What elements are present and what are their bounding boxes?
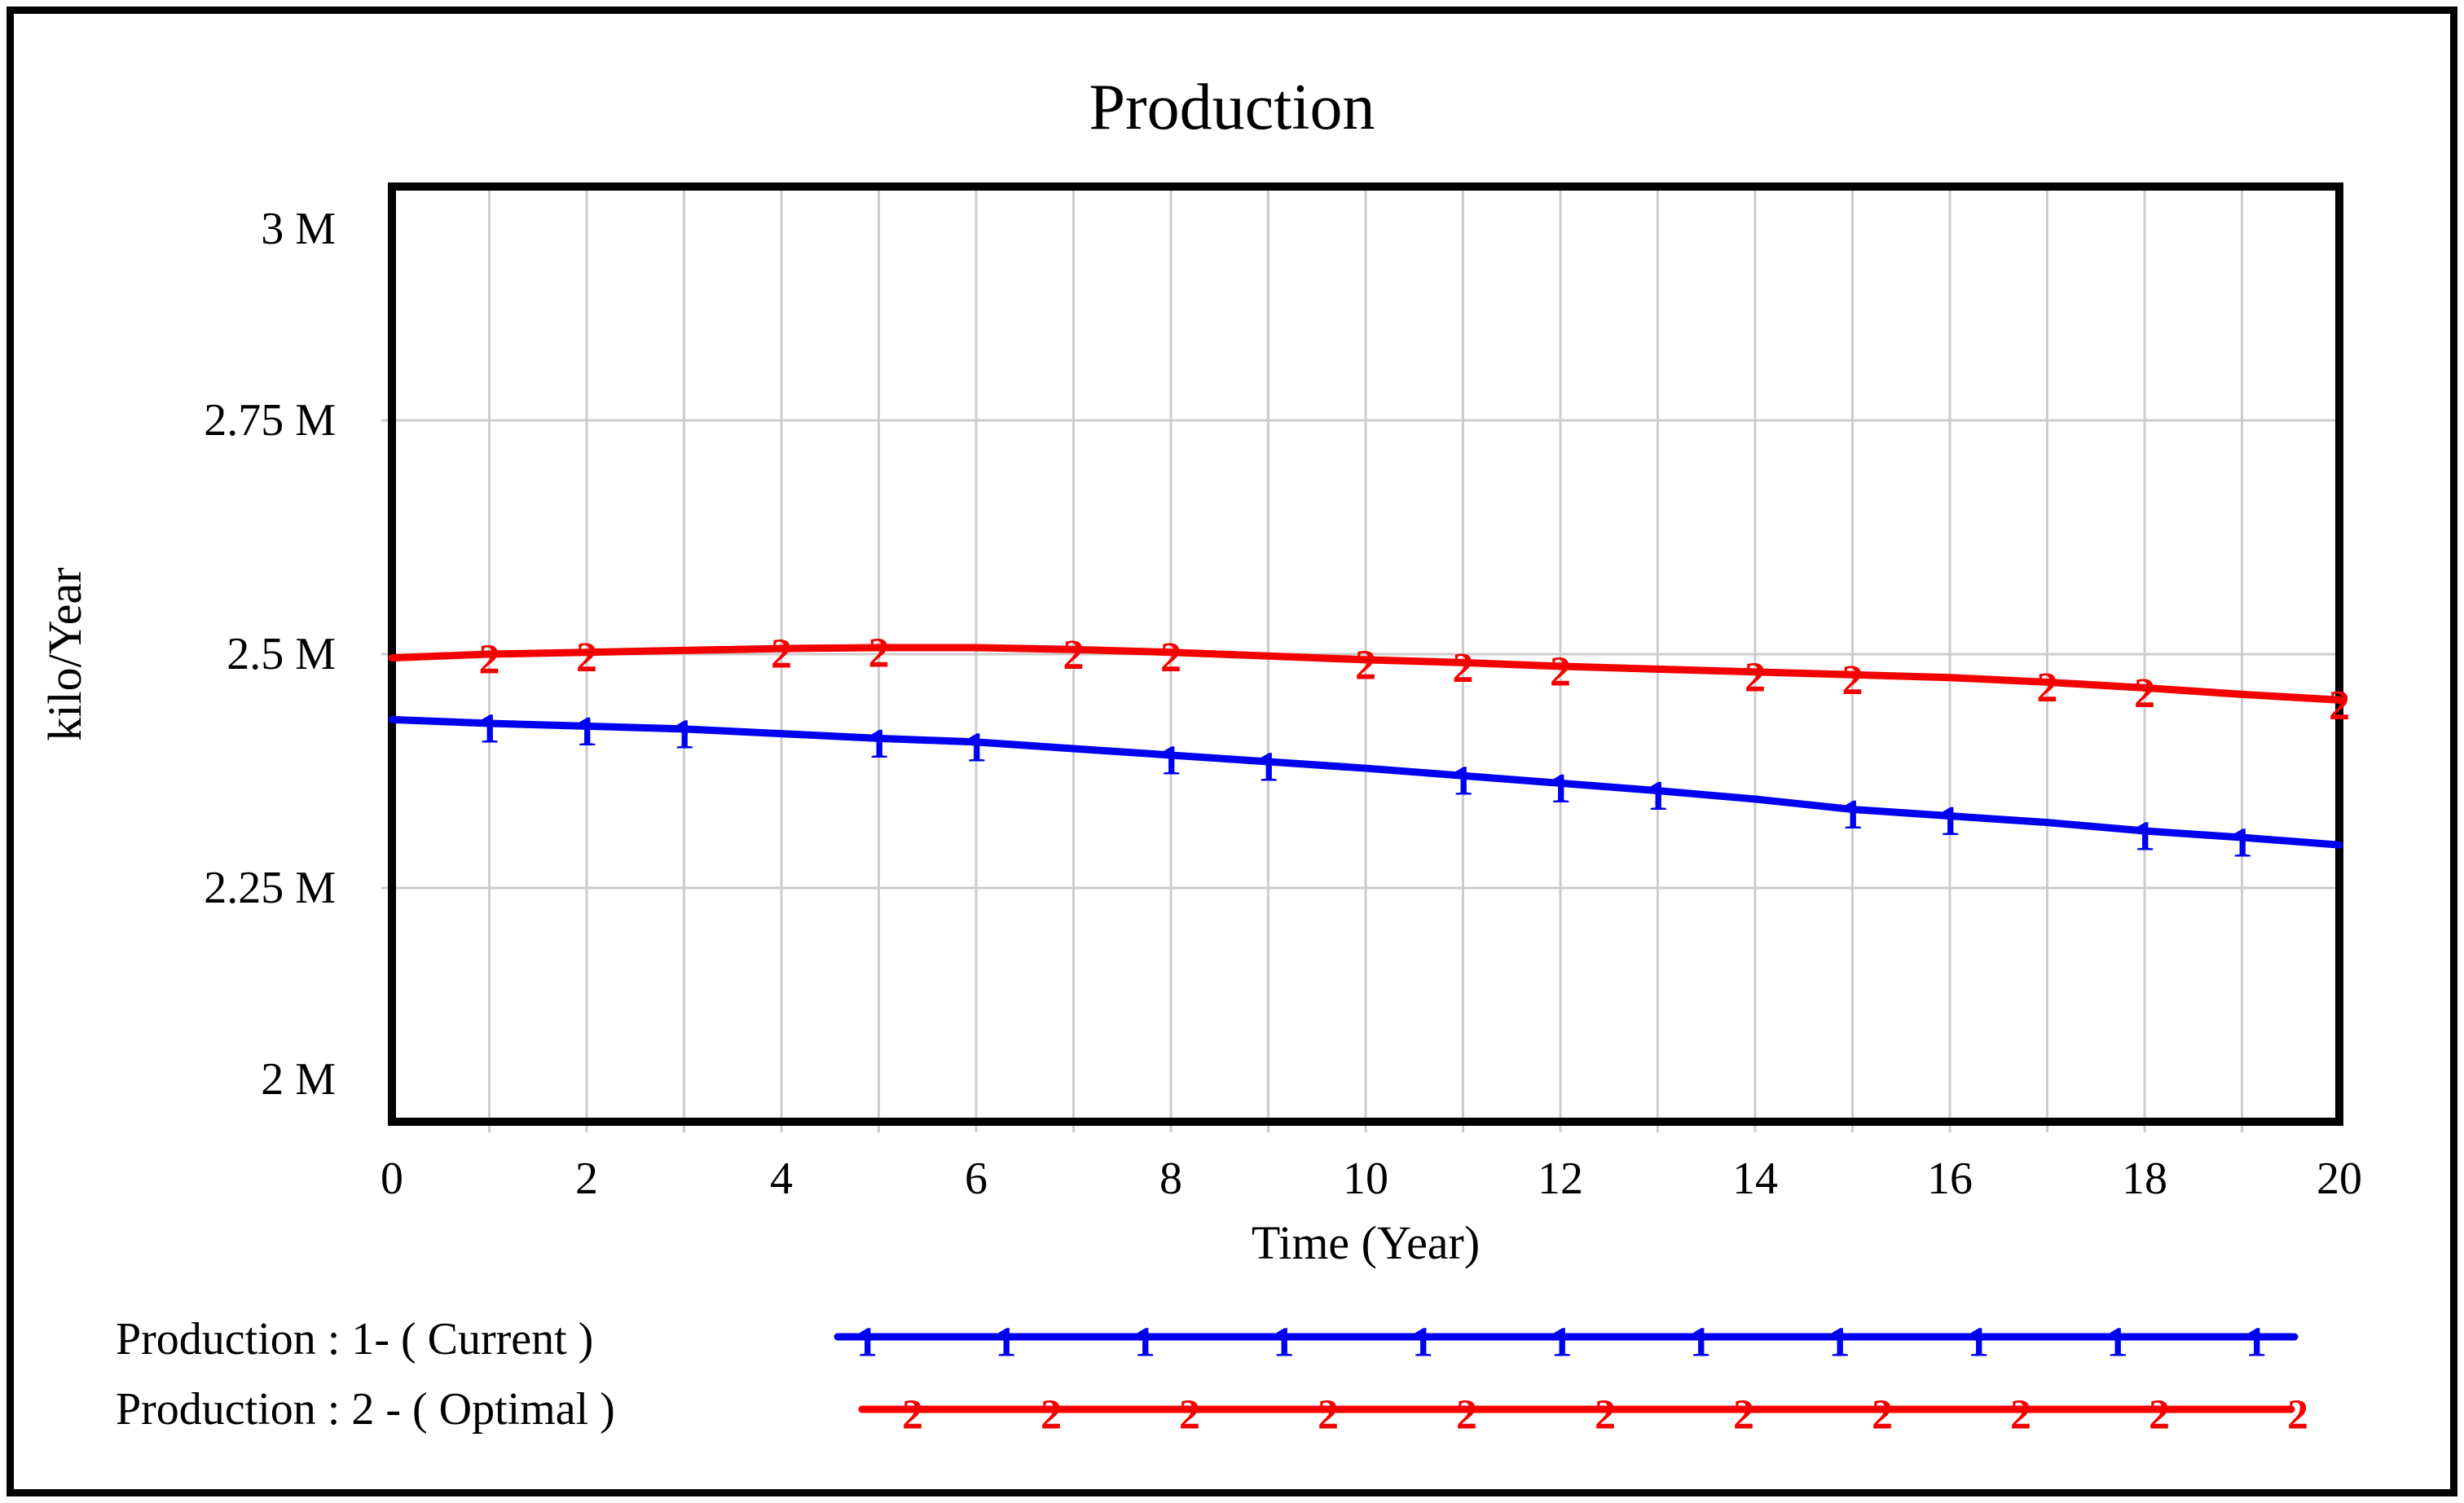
series-marker: 2 bbox=[771, 631, 792, 678]
series-marker: 1 bbox=[479, 705, 500, 752]
series-marker: 2 bbox=[1550, 648, 1571, 695]
series-marker: 2 bbox=[479, 637, 500, 683]
series-marker: 2 bbox=[2329, 683, 2350, 729]
legend-sample-marker: 1 bbox=[1968, 1320, 1989, 1366]
legend-sample-marker: 1 bbox=[1274, 1320, 1295, 1366]
series-marker: 2 bbox=[1745, 654, 1766, 701]
legend-sample-marker: 2 bbox=[1041, 1392, 1062, 1439]
x-tick-label: 0 bbox=[381, 1154, 403, 1204]
series-marker: 1 bbox=[1939, 798, 1960, 845]
legend-sample-marker: 2 bbox=[902, 1392, 923, 1439]
series-marker: 1 bbox=[1453, 758, 1474, 805]
series-marker: 1 bbox=[576, 709, 597, 755]
x-tick-label: 2 bbox=[575, 1154, 598, 1204]
series-marker: 1 bbox=[1160, 737, 1181, 784]
x-tick-label: 4 bbox=[770, 1154, 793, 1204]
series-marker: 1 bbox=[1842, 792, 1863, 838]
legend-sample-marker: 2 bbox=[1318, 1392, 1339, 1439]
series-marker: 1 bbox=[869, 721, 890, 767]
x-tick-label: 14 bbox=[1732, 1154, 1778, 1204]
x-tick-label: 18 bbox=[2122, 1154, 2167, 1204]
plot-frame bbox=[388, 182, 2343, 1126]
series-marker: 2 bbox=[1355, 642, 1376, 688]
legend-sample-marker: 1 bbox=[1412, 1320, 1433, 1366]
x-tick-label: 8 bbox=[1159, 1154, 1182, 1204]
x-tick-label: 12 bbox=[1538, 1154, 1583, 1204]
series-marker: 1 bbox=[1648, 773, 1669, 820]
legend-sample-marker: 1 bbox=[1829, 1320, 1850, 1366]
y-tick-label: 2.25 M bbox=[204, 863, 336, 913]
series-marker: 1 bbox=[966, 724, 987, 771]
legend-sample-marker: 2 bbox=[2287, 1392, 2308, 1439]
legend-label-current: Production : 1- ( Current ) bbox=[116, 1314, 594, 1365]
series-marker: 2 bbox=[1453, 645, 1474, 692]
x-tick-label: 10 bbox=[1343, 1154, 1388, 1204]
series-marker: 1 bbox=[674, 711, 695, 758]
series-marker: 2 bbox=[869, 630, 890, 676]
legend-sample-marker: 1 bbox=[1690, 1320, 1711, 1366]
legend-sample-marker: 1 bbox=[2246, 1320, 2267, 1366]
legend-sample-marker: 2 bbox=[1733, 1392, 1754, 1439]
legend-sample-marker: 1 bbox=[856, 1320, 878, 1366]
legend-sample-marker: 2 bbox=[1179, 1392, 1200, 1439]
series-marker: 2 bbox=[1842, 657, 1863, 704]
legend-label-optimal: Production : 2 - ( Optimal ) bbox=[116, 1384, 615, 1435]
legend-sample-marker: 1 bbox=[1134, 1320, 1155, 1366]
legend-sample-marker: 2 bbox=[1872, 1392, 1893, 1439]
legend-sample-marker: 2 bbox=[2149, 1392, 2170, 1439]
series-marker: 1 bbox=[2232, 820, 2253, 867]
legend-sample-marker: 2 bbox=[1595, 1392, 1616, 1439]
legend-sample-marker: 1 bbox=[2107, 1320, 2128, 1366]
series-marker: 1 bbox=[1550, 766, 1571, 812]
legend-sample-marker: 1 bbox=[996, 1320, 1017, 1366]
series-marker: 2 bbox=[1063, 632, 1085, 679]
legend-sample-marker: 1 bbox=[1551, 1320, 1573, 1366]
chart-title: Production bbox=[1089, 72, 1375, 143]
y-tick-label: 2.75 M bbox=[204, 395, 336, 446]
x-tick-label: 16 bbox=[1927, 1154, 1973, 1204]
y-axis-title: kilo/Year bbox=[38, 567, 91, 741]
series-line-current bbox=[388, 715, 2343, 849]
x-axis-title: Time (Year) bbox=[1251, 1216, 1481, 1269]
legend-sample-marker: 2 bbox=[1456, 1392, 1477, 1439]
series-marker: 1 bbox=[2134, 813, 2155, 859]
x-tick-label: 6 bbox=[965, 1154, 988, 1204]
legend-sample-marker: 2 bbox=[2010, 1392, 2031, 1439]
series-line-optimal bbox=[388, 644, 2343, 704]
series-marker: 2 bbox=[1160, 635, 1181, 681]
series-marker: 2 bbox=[576, 635, 597, 681]
y-tick-label: 2 M bbox=[261, 1054, 336, 1105]
y-tick-label: 2.5 M bbox=[227, 629, 336, 679]
series-marker: 2 bbox=[2134, 670, 2155, 717]
x-tick-label: 20 bbox=[2317, 1154, 2362, 1204]
y-tick-label: 3 M bbox=[261, 204, 336, 254]
series-marker: 1 bbox=[1258, 745, 1279, 791]
series-marker: 2 bbox=[2037, 665, 2058, 711]
